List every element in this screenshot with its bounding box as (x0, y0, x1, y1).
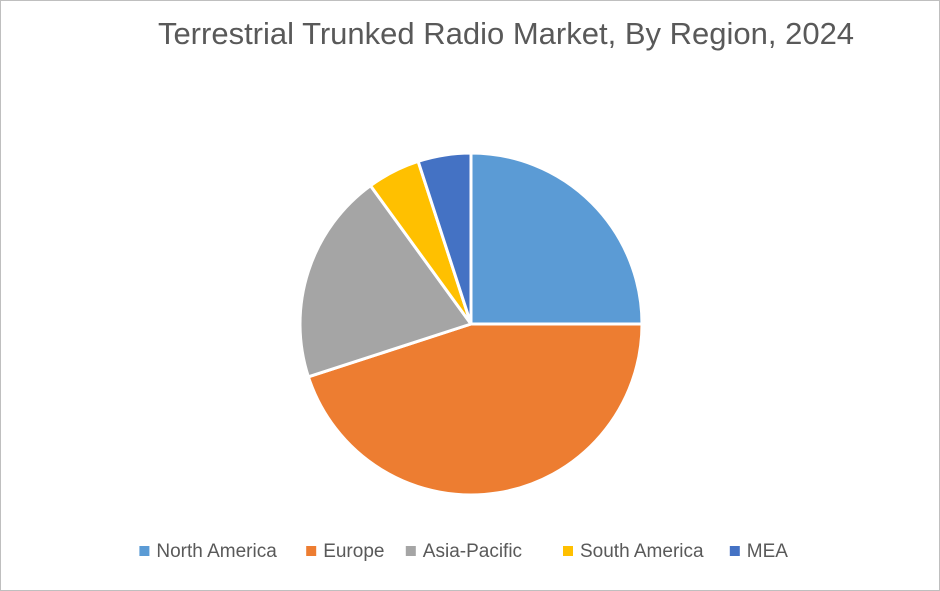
pie-slice (469, 151, 644, 326)
chart-title: Terrestrial Trunked Radio Market, By Reg… (157, 16, 855, 51)
legend-label: MEA (747, 541, 789, 562)
pie-slice (306, 322, 644, 497)
legend-label: North America (156, 541, 277, 562)
pie-slice (416, 151, 473, 325)
legend-swatch (139, 546, 150, 556)
legend-swatch (405, 546, 416, 556)
legend-swatch (563, 546, 573, 556)
legend-label: South America (580, 541, 704, 562)
legend-swatch (306, 546, 317, 556)
legend-label: Asia-Pacific (423, 541, 522, 562)
pie-slice (298, 183, 474, 379)
legend-swatch (729, 546, 740, 556)
legend-label: Europe (323, 541, 384, 562)
